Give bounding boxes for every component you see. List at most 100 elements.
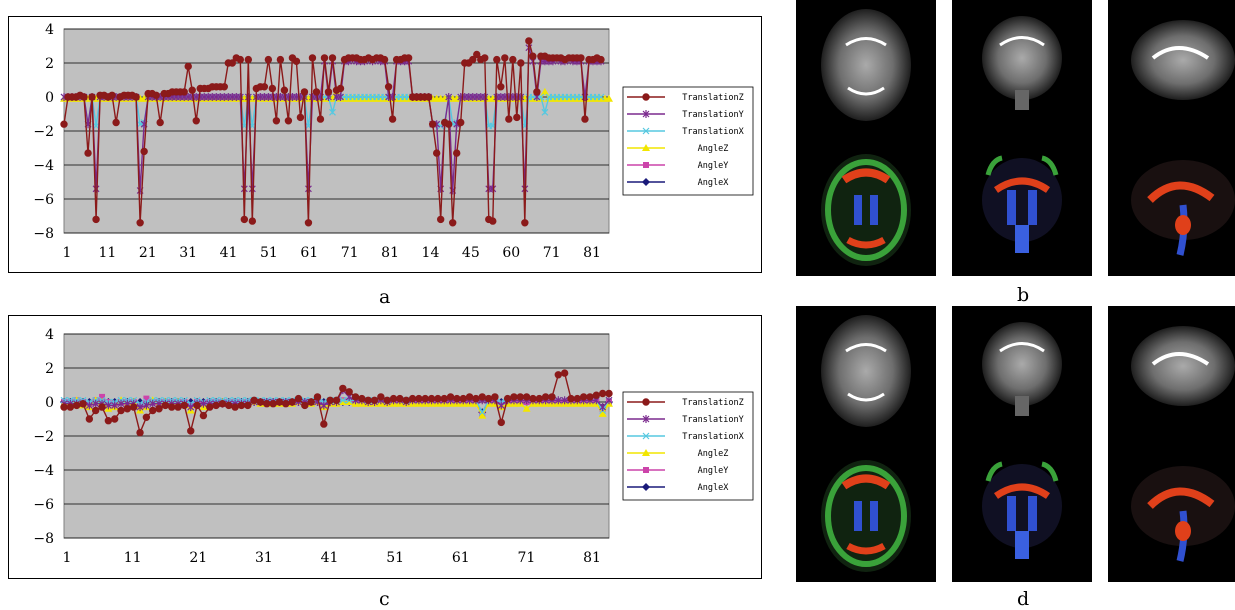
data-point <box>296 113 305 122</box>
data-point <box>516 393 524 401</box>
data-point <box>339 384 347 393</box>
data-point <box>428 120 437 128</box>
data-point <box>415 394 423 403</box>
data-point <box>236 93 244 101</box>
data-point <box>152 91 160 100</box>
data-point <box>554 396 562 405</box>
data-point <box>313 393 322 401</box>
brain-axial-panel-d <box>796 306 936 582</box>
data-point <box>187 427 195 435</box>
legend: TranslationZ TranslationY TranslationX Angl… <box>622 86 754 196</box>
corpus-callosum <box>994 483 1050 499</box>
data-point <box>586 393 594 401</box>
data-point <box>92 215 100 224</box>
data-point <box>337 93 344 101</box>
brain-axial-panel-b <box>796 0 936 276</box>
data-point <box>111 401 119 410</box>
data-point <box>473 50 481 59</box>
data-point <box>465 393 474 401</box>
legend: TranslationZ TranslationY TranslationX Angl… <box>622 391 754 501</box>
data-point <box>112 118 120 127</box>
brain-images <box>1131 20 1235 256</box>
data-point <box>424 93 433 101</box>
data-point <box>192 117 200 125</box>
sagittal-color-fa-image <box>1131 466 1235 562</box>
corpus-callosum <box>994 177 1050 193</box>
figure-label-a: a <box>379 286 391 308</box>
corpus-callosum <box>1147 181 1215 203</box>
data-point <box>503 394 512 403</box>
data-point <box>244 401 252 410</box>
legend-marker <box>642 449 650 456</box>
data-point <box>248 217 257 225</box>
legend-marker <box>642 144 650 151</box>
midbrain <box>1175 521 1191 541</box>
data-point <box>231 403 239 411</box>
data-point <box>383 396 391 405</box>
brain-outline <box>1131 160 1235 240</box>
brain-outline <box>982 16 1062 100</box>
brain-sagittal-panel-b <box>1108 0 1235 276</box>
legend-label: AngleY <box>698 161 729 171</box>
data-point <box>99 393 106 400</box>
corpus-callosum <box>845 343 887 402</box>
data-point <box>472 394 480 403</box>
data-point <box>108 91 116 100</box>
data-point <box>541 108 549 116</box>
legend-marker <box>642 127 650 135</box>
data-point <box>155 405 163 413</box>
data-point <box>497 83 505 91</box>
data-point <box>72 401 81 410</box>
data-point <box>577 54 585 62</box>
axial-fa-image <box>821 9 911 121</box>
data-point <box>478 411 487 419</box>
data-point <box>294 394 303 403</box>
data-point <box>605 396 613 405</box>
data-point <box>136 403 144 412</box>
x-tick-label: 1 <box>63 245 72 261</box>
data-point <box>228 59 237 67</box>
data-point <box>244 55 253 64</box>
x-tick-label: 61 <box>452 550 470 566</box>
data-point <box>481 54 489 62</box>
legend-label: AngleX <box>698 483 730 493</box>
x-tick-label: 71 <box>543 245 561 261</box>
data-point <box>320 420 328 428</box>
x-tick-label: 81 <box>381 245 399 261</box>
x-tick-label: 14 <box>422 245 440 261</box>
data-point <box>491 393 499 401</box>
data-point <box>188 86 196 94</box>
data-point <box>597 55 605 64</box>
data-point <box>292 57 301 65</box>
y-tick-label: −4 <box>33 158 54 174</box>
data-point <box>104 401 112 410</box>
data-point <box>250 396 258 405</box>
data-point <box>98 403 106 411</box>
data-point <box>554 371 563 379</box>
corticospinal-right <box>1028 190 1037 225</box>
data-point <box>264 55 273 64</box>
data-point <box>263 400 271 408</box>
splenium <box>846 542 886 555</box>
data-point <box>427 394 436 403</box>
x-tick-label: 11 <box>124 550 142 566</box>
y-tick-label: 2 <box>45 361 54 377</box>
data-point <box>469 55 477 64</box>
data-point <box>445 93 453 101</box>
y-tick-label: 0 <box>45 90 54 106</box>
data-point <box>497 418 505 427</box>
corpus-callosum <box>845 37 887 96</box>
data-point <box>206 403 214 411</box>
data-point <box>388 115 397 123</box>
data-point <box>561 396 569 405</box>
data-point <box>598 389 607 398</box>
data-point <box>408 394 417 403</box>
midbrain <box>1175 215 1191 235</box>
data-point <box>332 396 341 405</box>
projection-fibers-right <box>870 501 878 531</box>
splenium <box>846 236 886 249</box>
x-tick-label: 71 <box>517 550 535 566</box>
genu <box>841 474 891 490</box>
data-point <box>525 37 533 45</box>
data-point <box>130 403 138 411</box>
